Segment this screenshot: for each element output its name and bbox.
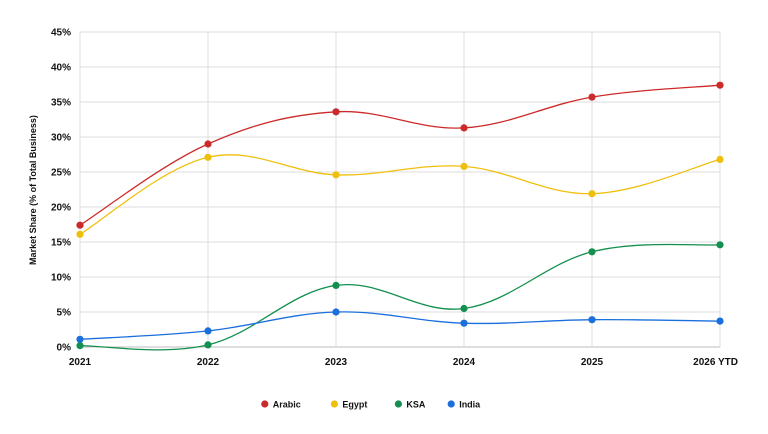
data-point-ksa bbox=[76, 342, 84, 350]
data-point-egypt bbox=[204, 153, 212, 161]
legend-label-arabic: Arabic bbox=[273, 400, 301, 410]
y-tick-label: 35% bbox=[51, 98, 71, 109]
y-axis-label: Market Share (% of Total Business) bbox=[28, 115, 38, 265]
data-point-india bbox=[204, 327, 212, 335]
series-lines bbox=[76, 81, 724, 351]
series-line-india bbox=[79, 311, 721, 340]
y-tick-label: 30% bbox=[51, 133, 71, 144]
data-point-egypt bbox=[76, 230, 84, 238]
y-tick-label: 20% bbox=[51, 203, 71, 214]
x-tick-label: 2026 YTD bbox=[693, 357, 738, 368]
y-tick-labels: 0% 5% 10% 15% 20% 25% 30% 35% 40% 45% bbox=[51, 28, 71, 354]
x-tick-labels: 2021 2022 2023 2024 2025 2026 YTD bbox=[69, 357, 738, 368]
data-point-arabic bbox=[716, 81, 724, 89]
data-point-ksa bbox=[588, 248, 596, 256]
data-point-india bbox=[588, 316, 596, 324]
x-tick-label: 2025 bbox=[581, 357, 604, 368]
data-point-arabic bbox=[332, 108, 340, 116]
data-point-ksa bbox=[460, 304, 468, 313]
data-point-arabic bbox=[76, 221, 84, 229]
x-tick-label: 2024 bbox=[453, 357, 476, 368]
y-tick-label: 45% bbox=[51, 28, 71, 39]
data-point-ksa bbox=[716, 241, 724, 249]
data-point-arabic bbox=[204, 140, 212, 148]
legend-marker-india bbox=[447, 400, 455, 408]
data-point-india bbox=[460, 319, 468, 327]
data-point-india bbox=[332, 308, 340, 316]
legend: Arabic Egypt KSA India bbox=[261, 400, 481, 410]
data-point-india bbox=[716, 317, 724, 325]
y-tick-label: 0% bbox=[57, 343, 72, 354]
data-point-ksa bbox=[204, 341, 212, 349]
x-tick-label: 2022 bbox=[197, 357, 220, 368]
legend-label-india: India bbox=[459, 400, 481, 410]
data-point-india bbox=[76, 335, 84, 343]
y-tick-label: 15% bbox=[51, 238, 71, 249]
legend-label-egypt: Egypt bbox=[342, 400, 367, 410]
data-point-egypt bbox=[332, 171, 340, 179]
data-point-egypt bbox=[588, 190, 596, 198]
legend-marker-egypt bbox=[330, 400, 338, 408]
series-line-arabic bbox=[79, 84, 721, 226]
x-tick-label: 2021 bbox=[69, 357, 92, 368]
y-tick-label: 25% bbox=[51, 168, 71, 179]
series-line-egypt bbox=[79, 154, 721, 235]
legend-marker-arabic bbox=[261, 400, 269, 408]
grid-lines bbox=[79, 31, 721, 348]
y-tick-label: 40% bbox=[51, 63, 71, 74]
data-point-ksa bbox=[332, 281, 340, 289]
y-tick-label: 10% bbox=[51, 273, 71, 284]
x-tick-label: 2023 bbox=[325, 357, 348, 368]
series-line-ksa bbox=[79, 243, 721, 351]
data-point-egypt bbox=[460, 162, 468, 170]
data-point-arabic bbox=[588, 93, 596, 101]
data-point-egypt bbox=[716, 155, 724, 163]
legend-marker-ksa bbox=[394, 400, 402, 408]
y-tick-label: 5% bbox=[57, 308, 72, 319]
legend-label-ksa: KSA bbox=[406, 400, 426, 410]
data-point-arabic bbox=[460, 124, 468, 132]
